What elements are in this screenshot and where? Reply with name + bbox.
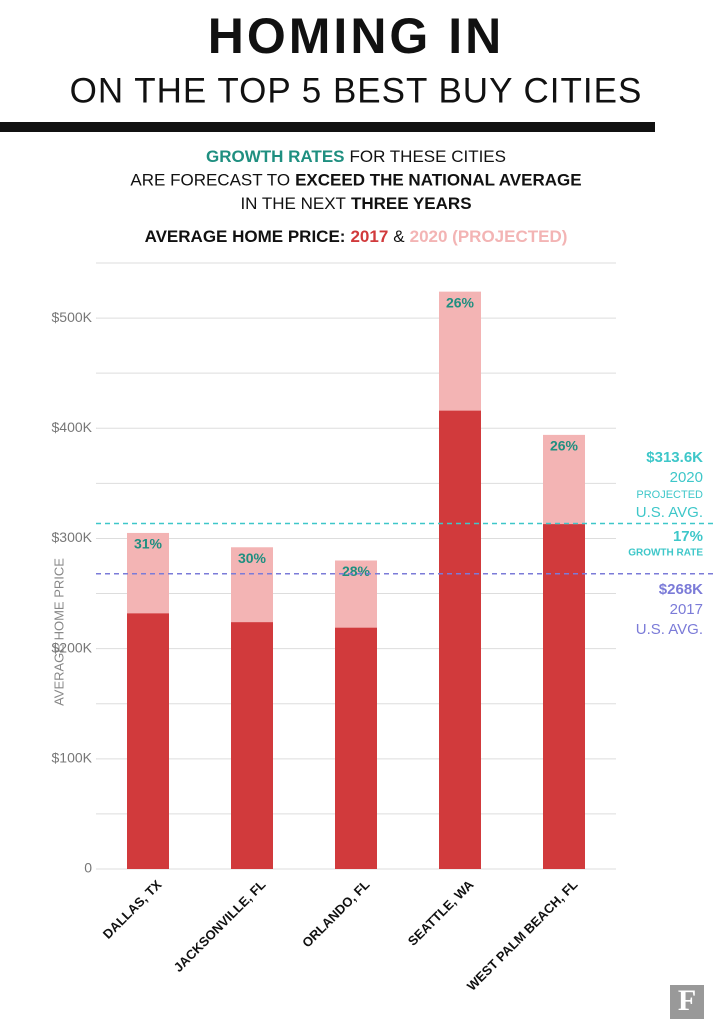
legend-entry: 2020 (PROJECTED) xyxy=(410,227,568,246)
reference-label: $313.6K xyxy=(646,449,703,466)
y-tick-label: $300K xyxy=(52,529,93,545)
y-tick-label: $100K xyxy=(52,750,93,766)
intro-segment: IN THE NEXT xyxy=(240,194,345,213)
growth-label: 30% xyxy=(238,550,267,566)
intro-segment: EXCEED THE NATIONAL AVERAGE xyxy=(295,171,582,190)
growth-label: 31% xyxy=(134,536,163,552)
reference-label: $268K xyxy=(659,581,703,598)
reference-label: 2020 xyxy=(670,469,703,486)
subtitle: ON THE TOP 5 BEST BUY CITIES xyxy=(70,71,643,110)
growth-label: 28% xyxy=(342,563,371,579)
y-tick-label: 0 xyxy=(84,860,92,876)
growth-label: 26% xyxy=(446,294,475,310)
legend: AVERAGE HOME PRICE: 2017 & 2020 (PROJECTED) xyxy=(145,227,568,246)
intro-segment: FOR THESE CITIES xyxy=(350,147,507,166)
intro-segment: THREE YEARS xyxy=(351,194,472,213)
bar xyxy=(127,613,169,869)
reference-label: U.S. AVG. xyxy=(636,621,703,638)
reference-label: 2017 xyxy=(670,601,703,618)
intro-line: ARE FORECAST TO EXCEED THE NATIONAL AVERA… xyxy=(130,171,581,190)
reference-label: PROJECTED xyxy=(636,489,703,501)
legend-entry: 2017 xyxy=(350,227,388,246)
growth-label: 26% xyxy=(550,438,579,454)
logo: F xyxy=(678,984,696,1017)
y-tick-label: $200K xyxy=(52,639,93,655)
growth-note-text: GROWTH RATE xyxy=(628,548,703,559)
logo-box xyxy=(670,985,704,1019)
y-tick-label: $500K xyxy=(52,309,93,325)
bar xyxy=(231,622,273,869)
title-rule xyxy=(0,122,655,132)
bar xyxy=(335,627,377,869)
reference-label: U.S. AVG. xyxy=(636,504,703,521)
growth-note: 17% xyxy=(673,528,703,545)
intro-segment: GROWTH RATES xyxy=(206,147,345,166)
intro-line: IN THE NEXT THREE YEARS xyxy=(240,194,471,213)
legend-separator: & xyxy=(393,227,405,246)
intro-segment: ARE FORECAST TO xyxy=(130,171,290,190)
bar xyxy=(543,524,585,869)
y-tick-label: $400K xyxy=(52,419,93,435)
legend-title: AVERAGE HOME PRICE: xyxy=(145,227,346,246)
title: HOMING IN xyxy=(208,8,504,64)
bar xyxy=(439,410,481,869)
y-axis-label: AVERAGE HOME PRICE xyxy=(51,558,66,706)
intro-line: GROWTH RATES FOR THESE CITIES xyxy=(206,147,506,166)
